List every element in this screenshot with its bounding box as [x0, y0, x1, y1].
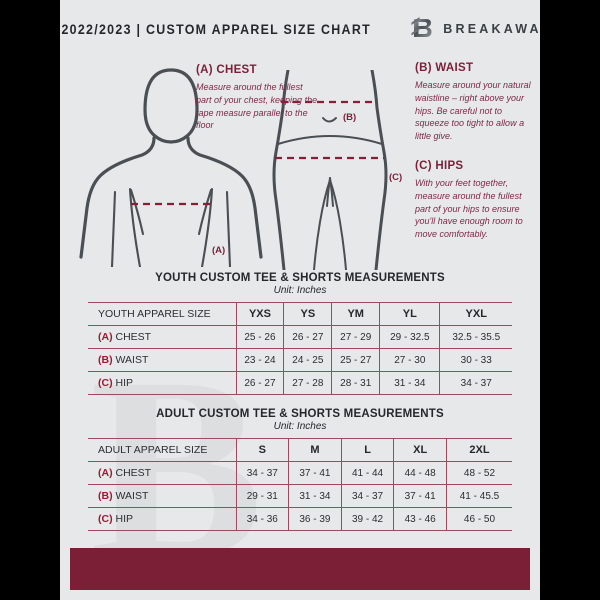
table-row: (C) HIP 34 - 36 36 - 39 39 - 42 43 - 46 … [88, 507, 512, 531]
youth-chest-ys: 26 - 27 [283, 325, 333, 349]
youth-chest-yxs: 25 - 26 [236, 325, 285, 349]
row-label: HIP [115, 377, 134, 389]
row-label: WAIST [115, 490, 149, 502]
row-label: CHEST [115, 331, 152, 343]
adult-hip-s: 34 - 36 [236, 507, 290, 531]
adult-waist-xl: 37 - 41 [393, 484, 447, 508]
note-hips-heading: (C) HIPS [415, 160, 464, 172]
adult-size-col-3: XL [393, 438, 447, 462]
hips-marker-label: (C) [389, 172, 403, 183]
adult-waist-s: 29 - 31 [236, 484, 290, 508]
note-chest-heading: (A) CHEST [196, 64, 257, 76]
row-tag: (C) [98, 513, 113, 525]
youth-size-col-3: YL [379, 302, 441, 326]
adult-hip-2xl: 46 - 50 [446, 507, 512, 531]
row-tag: (B) [98, 354, 113, 366]
youth-size-col-2: YM [331, 302, 381, 326]
row-label: CHEST [115, 467, 152, 479]
youth-waist-ym: 25 - 27 [331, 348, 381, 372]
lower-body-hips-icon [250, 68, 410, 275]
adult-chest-m: 37 - 41 [288, 461, 342, 485]
note-waist: (B) WAIST Measure around your natural wa… [415, 62, 537, 143]
page-title: 2022/2023 | CUSTOM APPAREL SIZE CHART [61, 21, 371, 37]
note-chest: (A) CHEST Measure around the fullest par… [196, 64, 318, 132]
row-tag: (B) [98, 490, 113, 502]
table-row: (B) WAIST 23 - 24 24 - 25 25 - 27 27 - 3… [88, 348, 512, 372]
table-row: (C) HIP 26 - 27 27 - 28 28 - 31 31 - 34 … [88, 371, 512, 395]
youth-size-table: YOUTH APPAREL SIZE YXS YS YM YL YXL (A) … [88, 302, 512, 395]
youth-size-col-4: YXL [439, 302, 512, 326]
youth-row-label-chest: (A) CHEST [88, 325, 237, 349]
page-header: 2022/2023 | CUSTOM APPAREL SIZE CHART [60, 0, 540, 58]
youth-hip-ys: 27 - 28 [283, 371, 333, 395]
adult-waist-m: 31 - 34 [288, 484, 342, 508]
adult-table-title: ADULT CUSTOM TEE & SHORTS MEASUREMENTS [156, 408, 444, 420]
youth-waist-yl: 27 - 30 [379, 348, 441, 372]
upper-body-torso-icon [68, 52, 268, 272]
brand-name: BREAKAWAY [443, 22, 540, 36]
adult-row-label-chest: (A) CHEST [88, 461, 237, 485]
adult-size-col-0: S [236, 438, 290, 462]
note-hips-body: With your feet together, measure around … [415, 178, 523, 240]
adult-chest-l: 41 - 44 [341, 461, 395, 485]
table-header-row: ADULT APPAREL SIZE S M L XL 2XL [88, 438, 512, 462]
youth-row-label-hip: (C) HIP [88, 371, 237, 395]
row-tag: (A) [98, 467, 113, 479]
youth-waist-ys: 24 - 25 [283, 348, 333, 372]
note-waist-heading: (B) WAIST [415, 62, 474, 74]
adult-waist-2xl: 41 - 45.5 [446, 484, 512, 508]
youth-chest-yl: 29 - 32.5 [379, 325, 441, 349]
adult-hip-l: 39 - 42 [341, 507, 395, 531]
row-tag: (C) [98, 377, 113, 389]
adult-row-label-hip: (C) HIP [88, 507, 237, 531]
note-chest-body: Measure around the fullest part of your … [196, 82, 318, 131]
adult-size-col-1: M [288, 438, 342, 462]
waist-marker-label: (B) [343, 112, 357, 123]
youth-row-header-label: YOUTH APPAREL SIZE [88, 302, 237, 326]
adult-table-unit: Unit: Inches [273, 421, 327, 432]
adult-chest-s: 34 - 37 [236, 461, 290, 485]
table-row: (A) CHEST 25 - 26 26 - 27 27 - 29 29 - 3… [88, 325, 512, 349]
footer-accent-bar [70, 548, 530, 590]
size-chart-page: B 2022/2023 | CUSTOM APPAREL SIZE CHART [60, 0, 540, 600]
youth-row-label-waist: (B) WAIST [88, 348, 237, 372]
youth-chest-yxl: 32.5 - 35.5 [439, 325, 512, 349]
row-label: WAIST [115, 354, 149, 366]
youth-size-col-0: YXS [236, 302, 285, 326]
row-label: HIP [115, 513, 134, 525]
measurement-diagram: (A) [60, 52, 540, 272]
table-header-row: YOUTH APPAREL SIZE YXS YS YM YL YXL [88, 302, 512, 326]
youth-waist-yxs: 23 - 24 [236, 348, 285, 372]
adult-row-label-waist: (B) WAIST [88, 484, 237, 508]
adult-hip-m: 36 - 39 [288, 507, 342, 531]
table-row: (A) CHEST 34 - 37 37 - 41 41 - 44 44 - 4… [88, 461, 512, 485]
adult-chest-xl: 44 - 48 [393, 461, 447, 485]
youth-table-unit: Unit: Inches [273, 285, 327, 296]
row-tag: (A) [98, 331, 113, 343]
adult-waist-l: 34 - 37 [341, 484, 395, 508]
chest-marker-label: (A) [212, 245, 226, 256]
note-waist-body: Measure around your natural waistline – … [415, 80, 531, 142]
youth-hip-yxs: 26 - 27 [236, 371, 285, 395]
adult-size-table: ADULT APPAREL SIZE S M L XL 2XL (A) CHES… [88, 438, 512, 531]
note-hips: (C) HIPS With your feet together, measur… [415, 160, 537, 241]
adult-measurements-section: ADULT CUSTOM TEE & SHORTS MEASUREMENTS U… [88, 408, 512, 531]
adult-size-col-4: 2XL [446, 438, 512, 462]
youth-hip-ym: 28 - 31 [331, 371, 381, 395]
adult-size-col-2: L [341, 438, 395, 462]
brand-lockup: BREAKAWAY [410, 16, 540, 42]
youth-hip-yl: 31 - 34 [379, 371, 441, 395]
table-row: (B) WAIST 29 - 31 31 - 34 34 - 37 37 - 4… [88, 484, 512, 508]
youth-chest-ym: 27 - 29 [331, 325, 381, 349]
youth-waist-yxl: 30 - 33 [439, 348, 512, 372]
youth-hip-yxl: 34 - 37 [439, 371, 512, 395]
youth-table-title: YOUTH CUSTOM TEE & SHORTS MEASUREMENTS [155, 272, 445, 284]
breakaway-b-monogram-icon [410, 16, 434, 42]
adult-chest-2xl: 48 - 52 [446, 461, 512, 485]
youth-size-col-1: YS [283, 302, 333, 326]
youth-measurements-section: YOUTH CUSTOM TEE & SHORTS MEASUREMENTS U… [88, 272, 512, 395]
adult-hip-xl: 43 - 46 [393, 507, 447, 531]
adult-row-header-label: ADULT APPAREL SIZE [88, 438, 237, 462]
